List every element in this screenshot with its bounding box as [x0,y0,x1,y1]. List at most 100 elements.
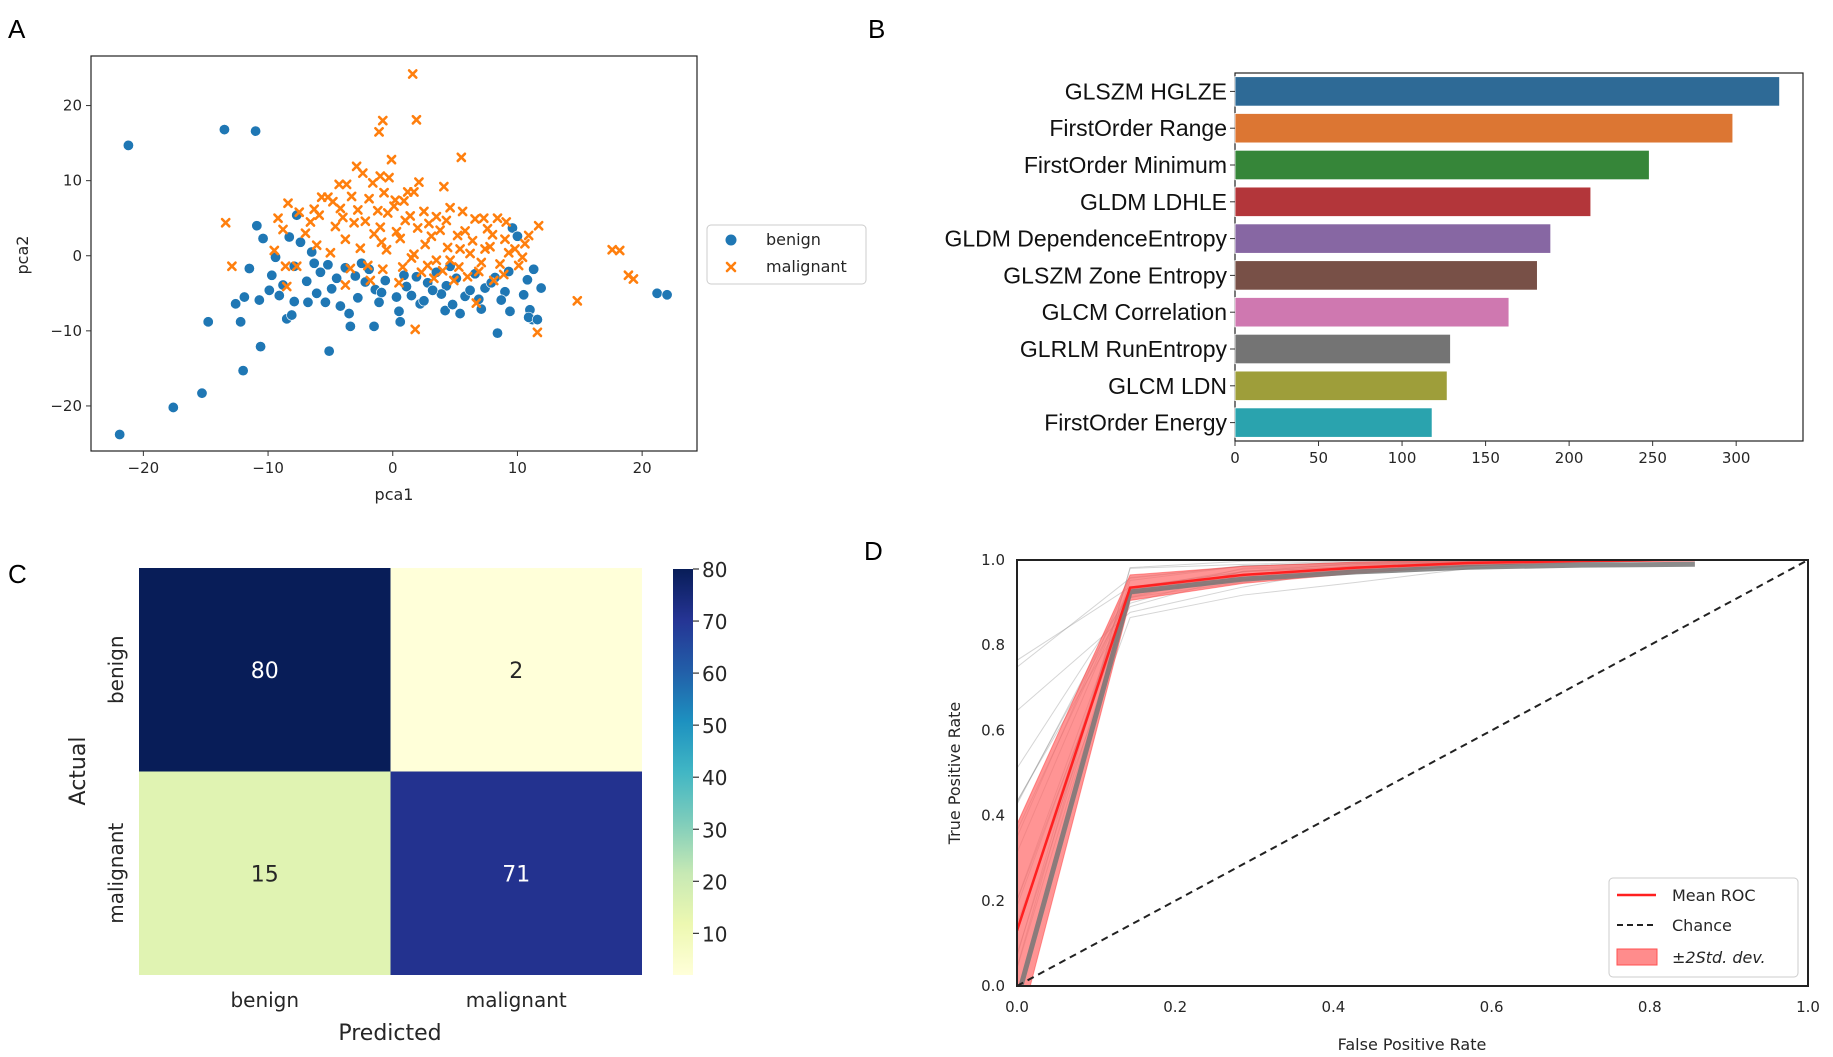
malignant-point-stroke [480,244,490,254]
malignant-point-stroke [334,179,345,190]
legend-std-band-label: ±2Std. dev. [1672,948,1766,967]
malignant-point [411,114,422,125]
x-tick-label: 100 [1388,449,1417,467]
malignant-point [424,218,434,229]
benign-point [439,305,451,317]
malignant-point-stroke [438,181,449,192]
malignant-point-stroke [391,226,402,237]
malignant-point [448,275,459,286]
malignant-point [517,252,528,263]
malignant-point-stroke [311,240,322,251]
malignant-point [420,239,431,250]
malignant-point [334,179,345,190]
malignant-point-stroke [429,273,439,284]
panel-c-colorbar-ticks: 10 20 30 40 50 60 70 80 [693,558,727,946]
malignant-point-stroke [503,247,514,258]
heatmap-cell-value: 71 [502,862,530,887]
malignant-point [438,181,449,192]
benign-point [379,275,391,287]
benign-point [661,289,673,301]
y-tick-label: 0 [72,247,82,265]
benign-point [331,272,343,284]
malignant-point-stroke [435,225,446,236]
bar [1234,76,1781,107]
malignant-point-stroke [340,234,351,245]
fold-curves-bundle [1018,561,1695,986]
malignant-point [374,126,384,137]
benign-point [352,292,364,304]
y-tick-label: −20 [50,397,82,415]
bar-category-label: GLSZM HGLZE [1065,78,1227,104]
malignant-point-stroke [431,211,442,222]
benign-point [250,125,262,137]
benign-point [373,296,385,308]
malignant-point [335,203,346,214]
benign-point [521,274,533,286]
malignant-point-stroke [349,217,359,228]
malignant-point-stroke [328,196,338,207]
x-tick-label: 0.4 [1321,998,1345,1016]
benign-point [266,269,278,281]
legend-benign-marker [725,234,737,246]
malignant-point [412,223,423,233]
fold-roc-curve [1017,560,1695,802]
malignant-point-stroke [488,275,499,286]
colorbar-tick-label: 50 [702,714,727,738]
malignant-point [406,253,417,263]
malignant-point [280,261,291,272]
malignant-point-stroke [346,191,357,202]
x-tick-label: 0 [388,459,398,477]
malignant-point-stroke [399,196,409,206]
malignant-point [452,230,463,241]
malignant-point-stroke [462,271,473,282]
malignant-point-stroke [482,223,493,234]
malignant-point [510,244,520,254]
malignant-point [381,244,392,255]
benign-point [288,260,300,272]
malignant-point [377,115,388,126]
benign-point [283,231,295,243]
malignant-point [431,255,442,266]
panel-d-legend: Mean ROC Chance ±2Std. dev. [1608,877,1799,978]
x-tick-label: 0 [1230,449,1240,467]
bar-category-label: GLSZM Zone Entropy [1003,262,1227,288]
colorbar-tick-label: 30 [702,818,727,842]
malignant-point-stroke [330,221,341,232]
fold-roc-curve [1017,560,1695,769]
malignant-point [532,327,543,338]
malignant-point [341,179,352,190]
benign-point [376,287,388,299]
malignant-point [394,277,404,288]
malignant-point-stroke [513,260,524,271]
malignant-point-stroke [314,210,325,221]
heatmap-cell [390,568,642,772]
x-tick-label: 250 [1638,449,1667,467]
malignant-point [227,261,237,272]
malignant-point-stroke [422,260,433,271]
malignant-point-stroke [365,275,376,286]
malignant-point [628,274,639,284]
x-tick-label: 200 [1555,449,1584,467]
malignant-point-stroke [355,243,366,254]
malignant-point-stroke [280,261,291,272]
malignant-point-stroke [471,298,482,308]
malignant-point [414,177,424,188]
benign-point [167,401,179,413]
bar [1234,407,1433,438]
malignant-point [513,260,524,271]
benign-point [528,263,540,275]
panel-label-d: D [864,536,883,566]
malignant-point-stroke [352,205,363,215]
benign-point [288,296,300,308]
panel-label-b: B [868,14,885,44]
benign-point [235,316,247,328]
malignant-point [467,235,478,246]
malignant-point [364,193,374,204]
malignant-point [340,280,351,290]
benign-point [454,308,466,320]
bar [1234,333,1451,365]
malignant-point-stroke [410,324,421,335]
malignant-point-stroke [381,244,392,255]
benign-point [447,299,459,311]
malignant-point-stroke [367,178,378,188]
